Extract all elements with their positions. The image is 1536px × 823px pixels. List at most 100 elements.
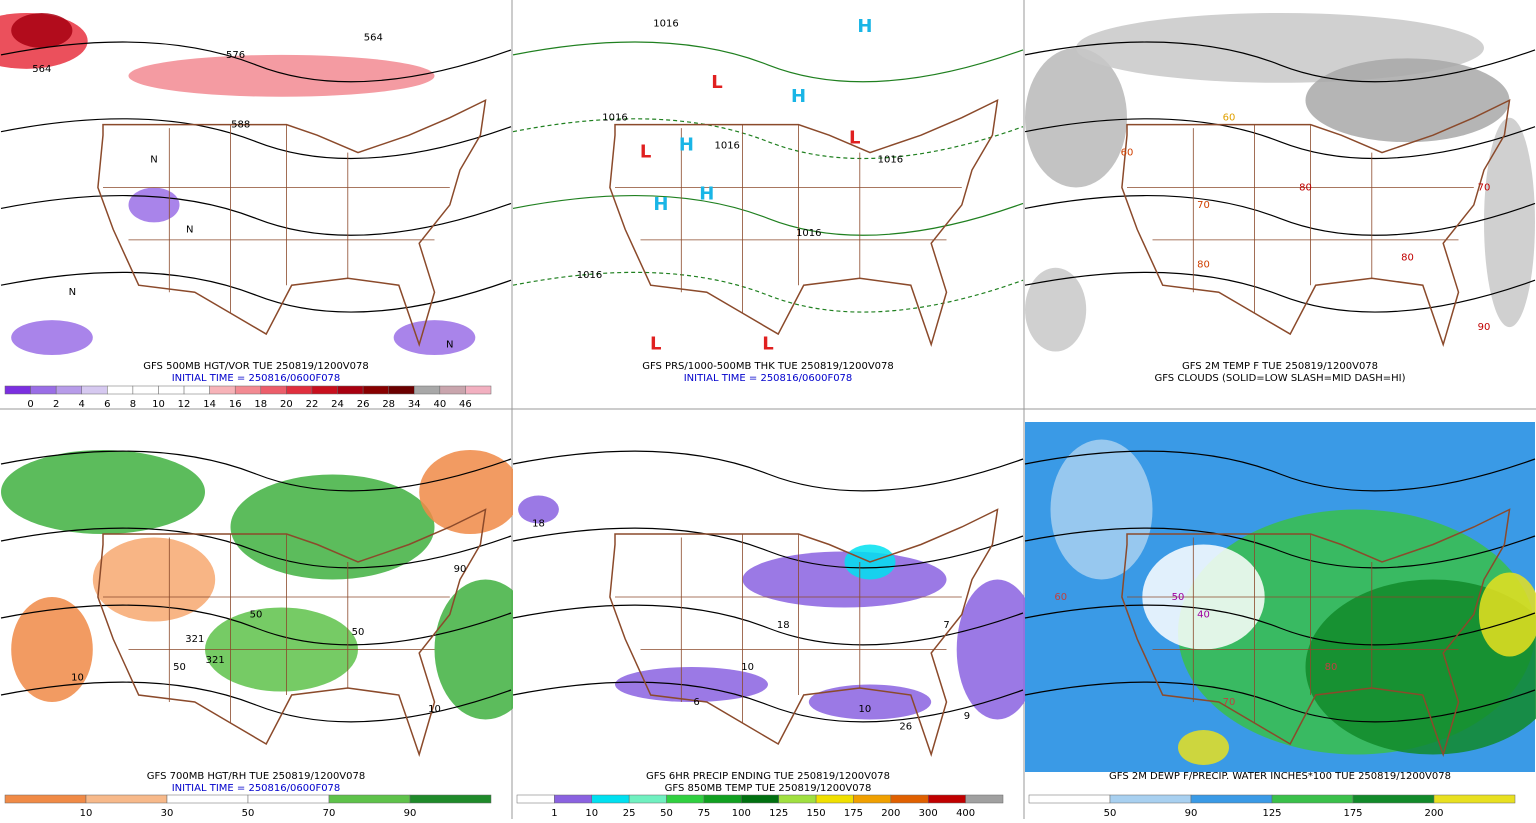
colorbar-label: 25 <box>623 808 636 819</box>
colorbar-label: 16 <box>229 399 242 410</box>
colorbar-label: 30 <box>161 808 174 819</box>
field-shading <box>11 13 72 48</box>
colorbar-label: 125 <box>769 808 788 819</box>
map-label: L <box>650 334 661 355</box>
colorbar-swatch <box>891 795 928 803</box>
colorbar-label: 100 <box>732 808 751 819</box>
colorbar-swatch <box>779 795 816 803</box>
colorbar-label: 34 <box>408 399 421 410</box>
map-label: N <box>150 155 157 166</box>
colorbar-swatch <box>1434 795 1515 803</box>
colorbar-swatch <box>853 795 890 803</box>
colorbar-label: 24 <box>331 399 344 410</box>
map-label: 588 <box>231 120 250 131</box>
map-label: 1016 <box>602 113 627 124</box>
field-shading <box>129 188 180 223</box>
colorbar-label: 22 <box>306 399 319 410</box>
colorbar-swatch <box>5 386 31 394</box>
map-label: H <box>679 135 694 156</box>
field-shading <box>1025 48 1127 188</box>
colorbar-label: 4 <box>79 399 85 410</box>
map-label: 18 <box>777 620 790 631</box>
map-label: 321 <box>185 634 204 645</box>
field-shading <box>1 450 205 534</box>
colorbar-swatch <box>1110 795 1191 803</box>
colorbar-swatch <box>465 386 491 394</box>
colorbar-swatch <box>167 795 248 803</box>
colorbar-swatch <box>1353 795 1434 803</box>
colorbar-swatch <box>389 386 415 394</box>
field-shading <box>419 450 521 534</box>
colorbar-label: 200 <box>881 808 900 819</box>
map-label: 50 <box>1172 592 1185 603</box>
map-label: 576 <box>226 50 245 61</box>
map-label: 7 <box>943 620 949 631</box>
colorbar-swatch <box>158 386 184 394</box>
colorbar-swatch <box>133 386 159 394</box>
colorbar-label: 6 <box>104 399 110 410</box>
map-label: L <box>711 72 722 93</box>
colorbar-label: 200 <box>1424 808 1443 819</box>
map-label: L <box>762 334 773 355</box>
map-label: 50 <box>173 662 186 673</box>
colorbar-swatch <box>338 386 364 394</box>
map-label: 6 <box>693 697 699 708</box>
colorbar-label: 50 <box>1104 808 1117 819</box>
map-label: 70 <box>1223 697 1236 708</box>
colorbar-label: 2 <box>53 399 59 410</box>
map-label: 80 <box>1401 252 1414 263</box>
colorbar-swatch <box>741 795 778 803</box>
caption: GFS 6HR PRECIP ENDING TUE 250819/1200V07… <box>646 771 890 782</box>
colorbar-label: 10 <box>152 399 165 410</box>
map-label: H <box>653 194 668 215</box>
colorbar-label: 10 <box>585 808 598 819</box>
colorbar-swatch <box>210 386 236 394</box>
colorbar-swatch <box>82 386 108 394</box>
map-label: 60 <box>1121 148 1134 159</box>
colorbar-swatch <box>184 386 210 394</box>
caption: GFS 850MB TEMP TUE 250819/1200V078 <box>665 783 872 794</box>
map-label: N <box>446 340 453 351</box>
colorbar-label: 150 <box>807 808 826 819</box>
colorbar-label: 300 <box>919 808 938 819</box>
colorbar-swatch <box>235 386 261 394</box>
map-label: 80 <box>1325 662 1338 673</box>
colorbar-label: 175 <box>844 808 863 819</box>
colorbar-label: 90 <box>404 808 417 819</box>
colorbar-swatch <box>704 795 741 803</box>
caption: INITIAL TIME = 250816/0600F078 <box>172 373 341 384</box>
field-shading <box>129 55 435 97</box>
colorbar-swatch <box>56 386 82 394</box>
colorbar-swatch <box>592 795 629 803</box>
field-shading <box>11 320 93 355</box>
field-shading <box>1051 440 1153 580</box>
map-label: N <box>69 287 76 298</box>
field-shading <box>394 320 476 355</box>
map-label: 9 <box>964 711 970 722</box>
colorbar-swatch <box>1191 795 1272 803</box>
colorbar-swatch <box>928 795 965 803</box>
map-label: 60 <box>1054 592 1067 603</box>
map-label: 18 <box>532 519 545 530</box>
colorbar-swatch <box>629 795 666 803</box>
colorbar-label: 26 <box>357 399 370 410</box>
map-label: 10 <box>71 673 84 684</box>
colorbar-swatch <box>554 795 591 803</box>
colorbar-label: 90 <box>1185 808 1198 819</box>
map-label: 564 <box>364 32 383 43</box>
colorbar-label: 400 <box>956 808 975 819</box>
colorbar-swatch <box>86 795 167 803</box>
colorbar-swatch <box>966 795 1003 803</box>
map-label: 564 <box>32 64 51 75</box>
colorbar-swatch <box>363 386 389 394</box>
map-label: H <box>791 86 806 107</box>
map-label: 1016 <box>878 155 903 166</box>
map-label: 10 <box>859 704 872 715</box>
